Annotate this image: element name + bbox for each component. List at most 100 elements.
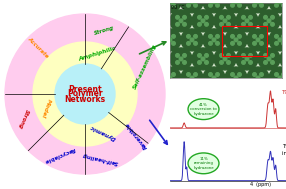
Circle shape bbox=[280, 48, 286, 70]
Circle shape bbox=[212, 38, 216, 42]
Circle shape bbox=[247, 0, 269, 13]
Circle shape bbox=[231, 80, 234, 83]
Circle shape bbox=[258, 10, 280, 32]
Circle shape bbox=[198, 22, 201, 26]
Circle shape bbox=[203, 67, 225, 89]
Circle shape bbox=[209, 3, 212, 7]
Text: Amphiphilic: Amphiphilic bbox=[78, 46, 117, 62]
Circle shape bbox=[238, 35, 241, 38]
Circle shape bbox=[55, 64, 115, 124]
Circle shape bbox=[264, 54, 267, 57]
Circle shape bbox=[253, 3, 256, 7]
Circle shape bbox=[33, 42, 137, 146]
Circle shape bbox=[238, 73, 241, 76]
Circle shape bbox=[209, 80, 212, 83]
Circle shape bbox=[190, 76, 194, 80]
Circle shape bbox=[275, 80, 278, 83]
Text: Strong: Strong bbox=[17, 108, 30, 129]
Circle shape bbox=[247, 67, 269, 89]
Text: Self-healing: Self-healing bbox=[81, 152, 118, 165]
Circle shape bbox=[249, 54, 252, 57]
Circle shape bbox=[203, 0, 225, 13]
Ellipse shape bbox=[188, 99, 219, 120]
Circle shape bbox=[258, 48, 280, 70]
Circle shape bbox=[190, 38, 194, 42]
Circle shape bbox=[205, 54, 208, 57]
Circle shape bbox=[214, 10, 236, 32]
Circle shape bbox=[256, 0, 260, 4]
Circle shape bbox=[216, 35, 219, 38]
Text: Networks: Networks bbox=[64, 94, 106, 104]
Text: Reversible: Reversible bbox=[125, 120, 149, 149]
Text: Dynamic: Dynamic bbox=[90, 123, 117, 140]
Circle shape bbox=[234, 0, 238, 4]
Circle shape bbox=[165, 35, 168, 38]
Text: Present: Present bbox=[68, 84, 102, 94]
Circle shape bbox=[249, 61, 252, 64]
Circle shape bbox=[201, 57, 205, 61]
Circle shape bbox=[253, 42, 256, 45]
Circle shape bbox=[172, 3, 175, 7]
Circle shape bbox=[159, 67, 181, 89]
Circle shape bbox=[159, 29, 181, 51]
Circle shape bbox=[203, 29, 225, 51]
Circle shape bbox=[181, 29, 203, 51]
Circle shape bbox=[172, 73, 175, 76]
Circle shape bbox=[187, 73, 190, 76]
Circle shape bbox=[220, 15, 223, 19]
Text: Model: Model bbox=[40, 98, 51, 119]
Circle shape bbox=[183, 61, 186, 64]
Circle shape bbox=[205, 22, 208, 26]
Ellipse shape bbox=[188, 153, 219, 174]
Circle shape bbox=[183, 54, 186, 57]
Circle shape bbox=[165, 3, 168, 7]
Circle shape bbox=[176, 15, 179, 19]
Circle shape bbox=[170, 48, 192, 70]
Circle shape bbox=[187, 3, 190, 7]
Circle shape bbox=[179, 57, 183, 61]
Circle shape bbox=[280, 10, 286, 32]
Circle shape bbox=[223, 19, 227, 23]
Circle shape bbox=[223, 57, 227, 61]
Circle shape bbox=[198, 61, 201, 64]
Circle shape bbox=[271, 22, 274, 26]
Circle shape bbox=[271, 15, 274, 19]
Circle shape bbox=[165, 42, 168, 45]
Circle shape bbox=[225, 67, 247, 89]
Circle shape bbox=[275, 73, 278, 76]
Text: Strong: Strong bbox=[94, 26, 115, 36]
Circle shape bbox=[176, 22, 179, 26]
Circle shape bbox=[269, 0, 286, 13]
Circle shape bbox=[198, 54, 201, 57]
Circle shape bbox=[242, 15, 245, 19]
Circle shape bbox=[216, 42, 219, 45]
Circle shape bbox=[181, 0, 203, 13]
Circle shape bbox=[278, 0, 282, 4]
Circle shape bbox=[260, 73, 263, 76]
Circle shape bbox=[220, 22, 223, 26]
Circle shape bbox=[275, 42, 278, 45]
Circle shape bbox=[225, 29, 247, 51]
Circle shape bbox=[269, 67, 286, 89]
Circle shape bbox=[234, 38, 238, 42]
Circle shape bbox=[282, 80, 285, 83]
Circle shape bbox=[227, 22, 230, 26]
Circle shape bbox=[278, 38, 282, 42]
Circle shape bbox=[209, 35, 212, 38]
Circle shape bbox=[278, 76, 282, 80]
Circle shape bbox=[234, 76, 238, 80]
Circle shape bbox=[168, 0, 172, 4]
Text: 41%
conversion to
hydrazone: 41% conversion to hydrazone bbox=[190, 102, 217, 116]
Circle shape bbox=[181, 67, 203, 89]
Circle shape bbox=[187, 42, 190, 45]
Circle shape bbox=[260, 35, 263, 38]
Circle shape bbox=[192, 48, 214, 70]
Circle shape bbox=[216, 3, 219, 7]
Text: T904 gel in D₂O: T904 gel in D₂O bbox=[281, 90, 286, 95]
Circle shape bbox=[264, 15, 267, 19]
Circle shape bbox=[264, 22, 267, 26]
Circle shape bbox=[245, 19, 249, 23]
Circle shape bbox=[172, 35, 175, 38]
Circle shape bbox=[216, 73, 219, 76]
Text: T904 solution: T904 solution bbox=[282, 144, 286, 149]
